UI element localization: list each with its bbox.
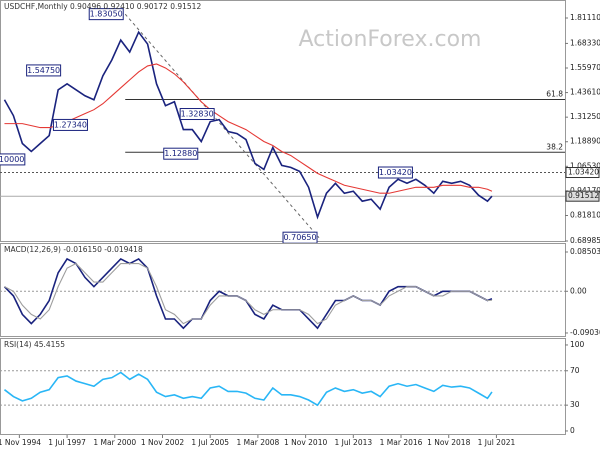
annotation-label: 1.32830	[181, 110, 214, 119]
fib-label: 38.2	[546, 142, 563, 151]
y-tick-label: 0.085032	[570, 247, 600, 256]
panel-title: USDCHF,Monthly 0.90496 0.92410 0.90172 0…	[4, 2, 201, 11]
annotation-label: 1.54750	[27, 66, 60, 75]
x-tick-label: 1 Jul 1997	[48, 438, 86, 447]
x-tick-label: 1 Nov 2018	[427, 438, 470, 447]
y-tick-label: 0.68985	[570, 236, 600, 245]
price-tag-box	[565, 190, 600, 202]
panel-frame	[0, 338, 566, 435]
annotation-box	[0, 153, 26, 166]
panel-title: MACD(12,26,9) -0.016150 -0.019418	[4, 245, 143, 254]
x-tick-label: 1 Mar 2008	[237, 438, 280, 447]
series-line	[3, 257, 493, 330]
annotation-box	[377, 166, 413, 179]
annotation-box	[88, 8, 124, 21]
y-tick-label: 0.81810	[570, 210, 600, 219]
series-line	[4, 63, 493, 194]
series-line	[3, 371, 493, 407]
annotation-label: 1.03420	[379, 168, 412, 177]
annotation-label: 1.27340	[54, 120, 87, 129]
panel-title: RSI(14) 45.4155	[4, 340, 65, 349]
watermark: ActionForex.com	[299, 27, 482, 52]
y-tick-label: 1.68330	[570, 38, 600, 47]
y-tick-label: -0.090302	[570, 328, 600, 337]
annotation-label: 1.10000	[0, 155, 24, 164]
y-tick-label: 1.31250	[570, 112, 600, 121]
annotation-label: 1.83050	[90, 10, 123, 19]
annotation-box	[163, 147, 199, 160]
y-tick-label: 1.43610	[570, 88, 600, 97]
price-tag-label: 1.03420	[568, 168, 599, 177]
y-tick-label: 1.81110	[570, 13, 600, 22]
x-tick-label: 1 Nov 2010	[284, 438, 327, 447]
series-line	[4, 262, 492, 325]
y-tick-label: 0.94170	[570, 186, 600, 195]
y-tick-label: 70	[570, 366, 580, 375]
annotation-label: 0.70650	[283, 233, 316, 242]
x-tick-label: 1 Jul 2013	[334, 438, 372, 447]
trend-line	[124, 13, 320, 239]
x-tick-label: 1 Jul 2021	[478, 438, 516, 447]
y-tick-label: 1.18890	[570, 137, 600, 146]
annotation-box	[179, 108, 215, 121]
y-tick-label: 1.06530	[570, 161, 600, 170]
series-line	[3, 30, 493, 220]
panel-frame	[0, 243, 566, 337]
y-tick-label: 100	[570, 340, 585, 349]
y-tick-label: 0	[570, 426, 575, 435]
y-tick-label: 1.55970	[570, 63, 600, 72]
x-tick-label: 1 Mar 2016	[380, 438, 423, 447]
annotation-box	[26, 64, 62, 77]
y-tick-label: 30	[570, 400, 580, 409]
annotation-box	[52, 118, 88, 131]
x-tick-label: 1 Mar 2000	[93, 438, 136, 447]
x-tick-label: 1 Nov 2002	[141, 438, 184, 447]
fib-label: 61.8	[546, 90, 563, 99]
x-tick-label: 1 Nov 1994	[0, 438, 41, 447]
price-tag-label: 0.91512	[568, 191, 599, 200]
price-tag-box	[565, 167, 600, 179]
x-tick-label: 1 Jul 2005	[191, 438, 229, 447]
annotation-label: 1.12880	[164, 149, 197, 158]
y-tick-label: 0.00	[570, 286, 587, 295]
